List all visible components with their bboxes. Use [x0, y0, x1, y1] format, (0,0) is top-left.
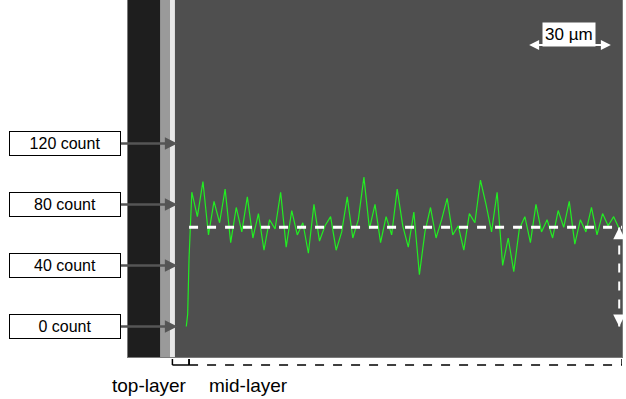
svg-text:40 count: 40 count: [34, 257, 96, 274]
svg-text:30 µm: 30 µm: [545, 25, 593, 44]
svg-text:top-layer: top-layer: [112, 375, 187, 396]
svg-text:mid-layer: mid-layer: [209, 375, 288, 396]
svg-text:120 count: 120 count: [30, 135, 101, 152]
svg-text:0 count: 0 count: [38, 318, 91, 335]
svg-text:80 count: 80 count: [34, 196, 96, 213]
